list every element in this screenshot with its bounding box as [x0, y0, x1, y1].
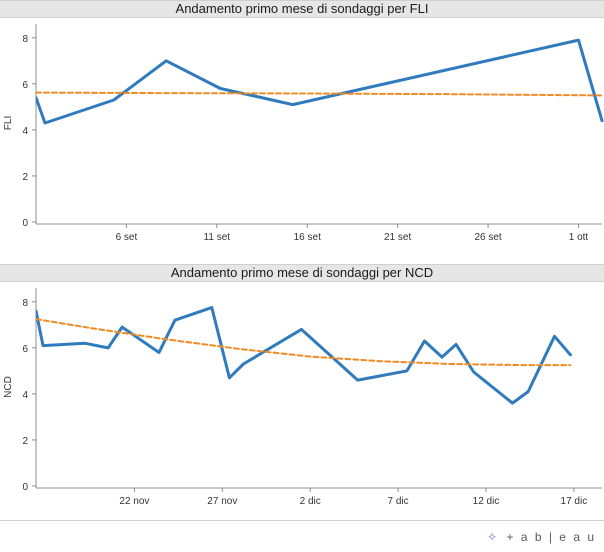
y-tick-label: 6	[22, 344, 28, 355]
chart-title-fli: Andamento primo mese di sondaggi per FLI	[0, 0, 604, 18]
series-line-ncd	[36, 306, 572, 405]
tableau-logo-mark-icon: ✧	[487, 530, 500, 544]
x-tick-label: 1 ott	[569, 232, 589, 243]
x-tick-label: 12 dic	[473, 496, 500, 507]
y-tick-label: 4	[22, 126, 28, 137]
y-tick-label: 8	[22, 298, 28, 309]
x-tick-label: 27 nov	[207, 496, 237, 507]
x-tick-label: 7 dic	[388, 496, 409, 507]
chart-title-ncd: Andamento primo mese di sondaggi per NCD	[0, 264, 604, 282]
footer-divider	[0, 520, 604, 521]
trend-line	[36, 318, 572, 367]
chart-ncd: 0 2 4 6 8 NCD 22 nov 27 nov 2 dic 7 dic 12 dic 17 d…	[3, 288, 602, 507]
tableau-logo-text: + a b | e a u	[506, 530, 596, 544]
y-tick-label: 2	[22, 172, 28, 183]
y-tick-label: 4	[22, 390, 28, 401]
chart-fli: 0 2 4 6 8 FLI 6 set 11 set 16 set 21 set 26 set 1 o…	[3, 24, 604, 243]
y-axis-label: FLI	[3, 116, 14, 130]
trend-line	[36, 91, 603, 97]
y-tick-label: 0	[22, 482, 28, 493]
x-tick-label: 26 set	[474, 232, 501, 243]
y-tick-label: 0	[22, 218, 28, 229]
x-tick-label: 6 set	[116, 232, 138, 243]
x-tick-label: 11 set	[204, 232, 231, 243]
x-tick-label: 17 dic	[561, 496, 588, 507]
y-axis-label: NCD	[3, 376, 14, 398]
x-tick-label: 21 set	[384, 232, 411, 243]
series-line-fli	[36, 38, 604, 125]
x-tick-label: 16 set	[294, 232, 321, 243]
y-tick-label: 2	[22, 436, 28, 447]
y-tick-label: 8	[22, 34, 28, 45]
x-tick-label: 2 dic	[300, 496, 321, 507]
y-tick-label: 6	[22, 80, 28, 91]
tableau-logo: ✧ + a b | e a u	[487, 530, 596, 544]
x-tick-label: 22 nov	[119, 496, 149, 507]
